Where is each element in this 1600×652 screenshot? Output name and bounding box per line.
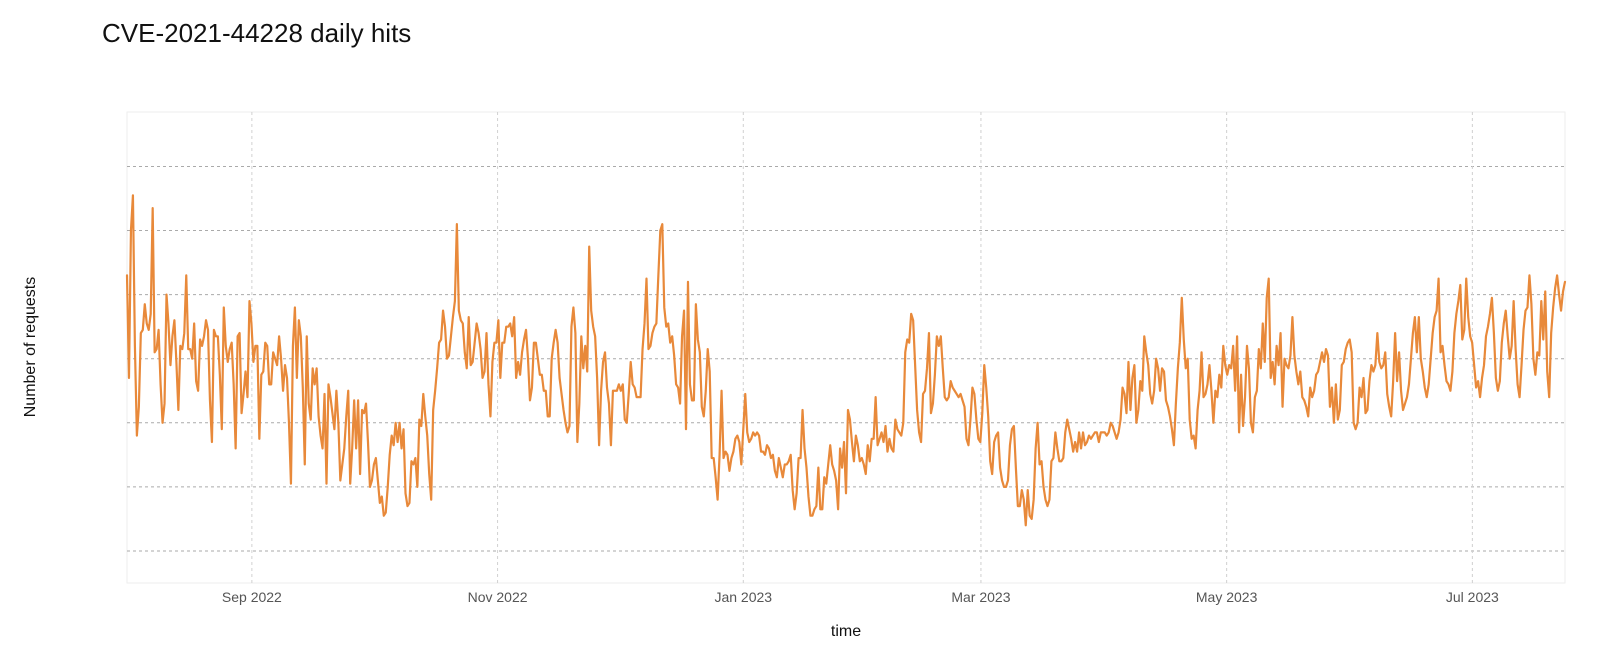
x-tick-label: Jul 2023 <box>1446 589 1499 605</box>
x-axis: Sep 2022 Nov 2022 Jan 2023 Mar 2023 May 2023… <box>222 589 1499 605</box>
x-tick-label: Jan 2023 <box>714 589 772 605</box>
plot-area <box>126 111 1566 584</box>
chart-title: CVE-2021-44228 daily hits <box>102 18 412 48</box>
series-line <box>125 194 1567 527</box>
x-tick-label: Sep 2022 <box>222 589 282 605</box>
y-axis-title: Number of requests <box>22 277 39 418</box>
x-tick-label: Nov 2022 <box>468 589 528 605</box>
x-tick-label: Mar 2023 <box>951 589 1010 605</box>
x-axis-title: time <box>831 623 861 640</box>
x-tick-label: May 2023 <box>1196 589 1258 605</box>
